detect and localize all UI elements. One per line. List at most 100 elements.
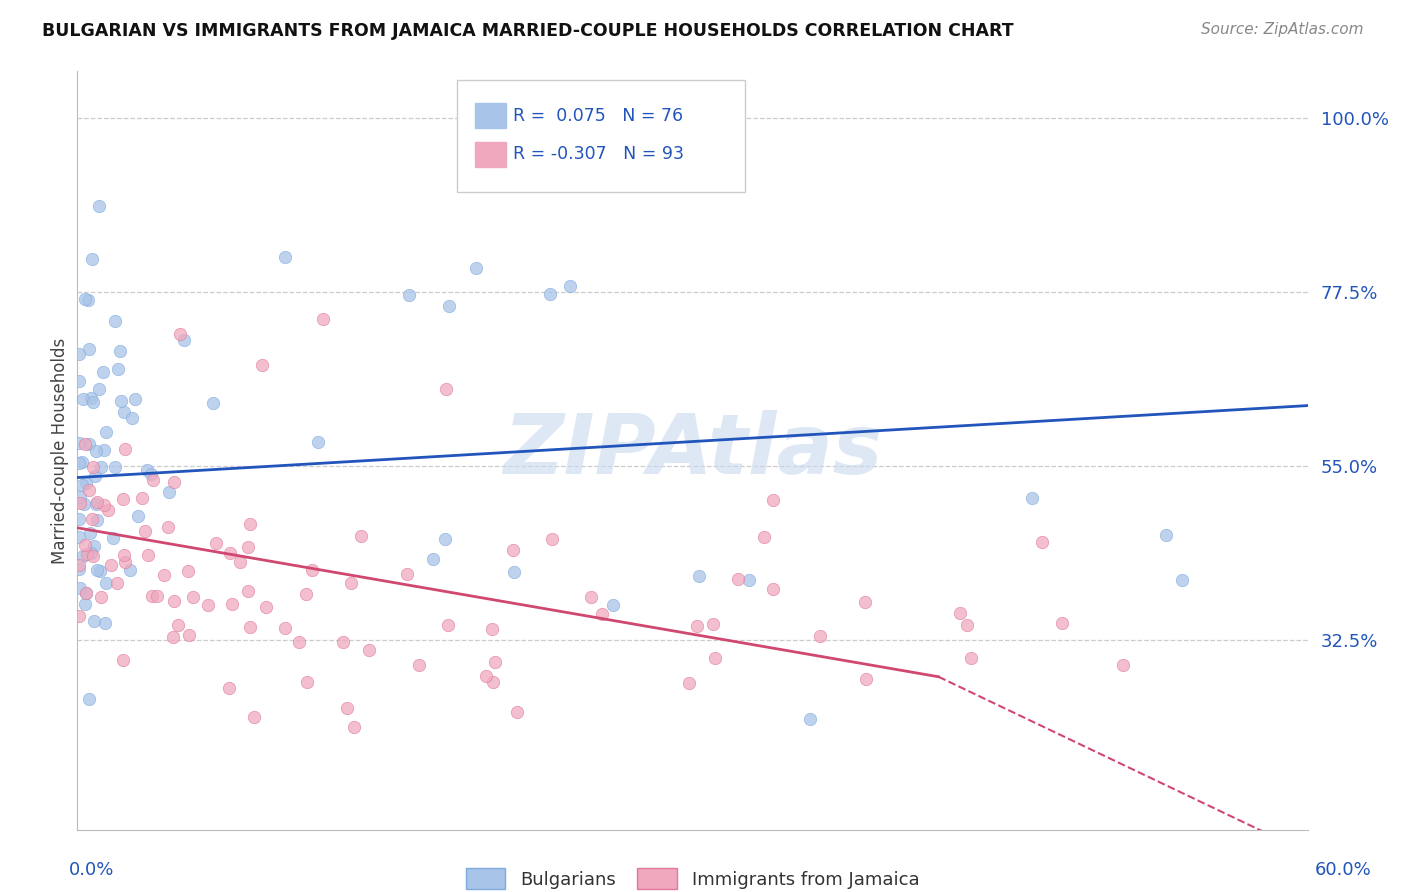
Point [436, 382, 458, 396]
Point [754, 530, 776, 544]
Point [73, 437, 96, 451]
Text: Source: ZipAtlas.com: Source: ZipAtlas.com [1201, 22, 1364, 37]
Point [120, 562, 142, 576]
Point [169, 327, 191, 342]
Point [91, 365, 114, 379]
Point [949, 606, 972, 620]
Point [104, 314, 127, 328]
Point [82, 252, 104, 267]
Point [238, 584, 260, 599]
Point [201, 396, 224, 410]
Point [94, 616, 117, 631]
Point [243, 710, 266, 724]
Point [79, 525, 101, 540]
Point [83, 539, 105, 553]
Text: 60.0%: 60.0% [1315, 861, 1371, 879]
Point [1171, 574, 1194, 588]
Point [221, 597, 243, 611]
Point [110, 394, 132, 409]
Point [1154, 528, 1177, 542]
Point [538, 287, 561, 301]
Point [437, 618, 460, 632]
Point [75, 538, 97, 552]
Point [75, 292, 97, 306]
Point [69, 491, 91, 505]
Point [114, 555, 136, 569]
Point [80, 391, 103, 405]
Point [86, 495, 108, 509]
Point [481, 622, 503, 636]
Point [482, 674, 505, 689]
Point [239, 517, 262, 532]
Point [1031, 534, 1053, 549]
Point [76, 547, 98, 561]
Point [121, 411, 143, 425]
Point [67, 512, 90, 526]
Point [93, 443, 115, 458]
Point [173, 333, 195, 347]
Text: 0.0%: 0.0% [69, 861, 114, 879]
Point [484, 655, 506, 669]
Point [422, 552, 444, 566]
Point [83, 614, 105, 628]
Text: ZIPAtlas: ZIPAtlas [503, 410, 882, 491]
Point [104, 460, 127, 475]
Text: R = -0.307   N = 93: R = -0.307 N = 93 [513, 145, 685, 163]
Point [197, 599, 219, 613]
Point [274, 250, 297, 264]
Point [156, 520, 179, 534]
Point [90, 460, 112, 475]
Text: R =  0.075   N = 76: R = 0.075 N = 76 [513, 107, 683, 125]
Point [111, 653, 134, 667]
Point [581, 591, 603, 605]
Legend: Bulgarians, Immigrants from Jamaica: Bulgarians, Immigrants from Jamaica [458, 861, 927, 892]
Point [75, 586, 97, 600]
Point [799, 712, 821, 726]
Point [86, 563, 108, 577]
Point [307, 435, 329, 450]
Point [136, 463, 159, 477]
Point [82, 549, 104, 563]
Text: BULGARIAN VS IMMIGRANTS FROM JAMAICA MARRIED-COUPLE HOUSEHOLDS CORRELATION CHART: BULGARIAN VS IMMIGRANTS FROM JAMAICA MAR… [42, 22, 1014, 40]
Point [124, 392, 146, 406]
Point [77, 293, 100, 307]
Point [702, 616, 724, 631]
Point [93, 498, 115, 512]
Point [297, 674, 319, 689]
Point [219, 546, 242, 560]
Point [69, 530, 91, 544]
Point [602, 598, 624, 612]
Point [77, 437, 100, 451]
Point [312, 312, 335, 326]
Point [177, 628, 200, 642]
Point [86, 497, 108, 511]
Point [141, 589, 163, 603]
Point [254, 600, 277, 615]
Point [86, 513, 108, 527]
Point [69, 582, 91, 596]
Point [558, 278, 581, 293]
Point [395, 567, 418, 582]
Point [67, 436, 90, 450]
Point [475, 669, 498, 683]
Point [89, 564, 111, 578]
Point [502, 566, 524, 580]
Point [704, 651, 727, 665]
Point [218, 681, 240, 696]
Point [855, 672, 877, 686]
Point [87, 199, 110, 213]
Point [112, 548, 135, 562]
Point [77, 692, 100, 706]
Point [541, 532, 564, 546]
Point [685, 619, 707, 633]
Point [163, 593, 186, 607]
Point [136, 548, 159, 562]
Point [94, 425, 117, 440]
Point [90, 591, 112, 605]
Point [112, 405, 135, 419]
Point [955, 617, 977, 632]
Point [853, 595, 876, 609]
Point [688, 569, 710, 583]
Point [1021, 491, 1043, 505]
Point [72, 392, 94, 406]
